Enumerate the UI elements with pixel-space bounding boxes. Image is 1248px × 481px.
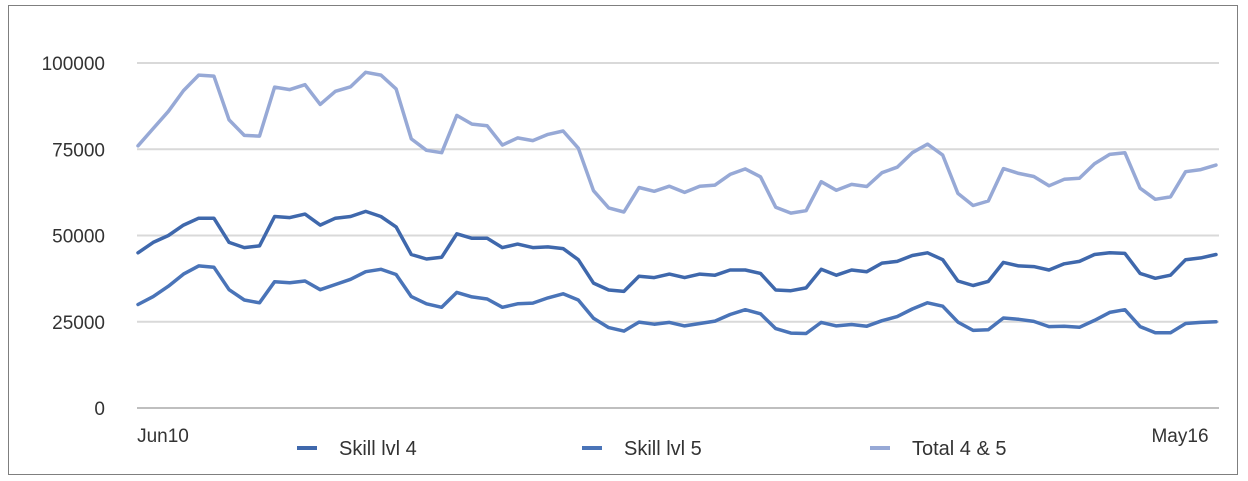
series-line-3	[136, 70, 1218, 215]
y-tick-label-75000: 75000	[52, 140, 105, 161]
gridlines	[137, 62, 1219, 409]
legend: Skill lvl 4 Skill lvl 5 Total 4 & 5	[297, 438, 1007, 460]
x-tick-label-first: Jun10	[137, 426, 189, 447]
series-lines	[136, 70, 1218, 336]
x-axis-ticks: Jun10 May16	[137, 426, 1208, 447]
line-chart: 0 25000 50000 75000 100000 Jun10 May16 Skill…	[42, 54, 1219, 460]
legend-label-1: Skill lvl 4	[339, 438, 417, 460]
series-line-2	[136, 264, 1218, 336]
chart-frame: 0 25000 50000 75000 100000 Jun10 May16 Skill…	[8, 5, 1238, 475]
y-tick-label-100000: 100000	[42, 54, 105, 75]
y-axis-ticks: 0 25000 50000 75000 100000	[42, 54, 105, 420]
y-tick-label-0: 0	[94, 399, 105, 420]
y-tick-label-25000: 25000	[52, 313, 105, 334]
y-tick-label-50000: 50000	[52, 227, 105, 248]
legend-label-2: Skill lvl 5	[624, 438, 702, 460]
x-tick-label-last: May16	[1151, 426, 1208, 447]
legend-label-3: Total 4 & 5	[912, 438, 1007, 460]
series-line-1	[136, 209, 1218, 294]
